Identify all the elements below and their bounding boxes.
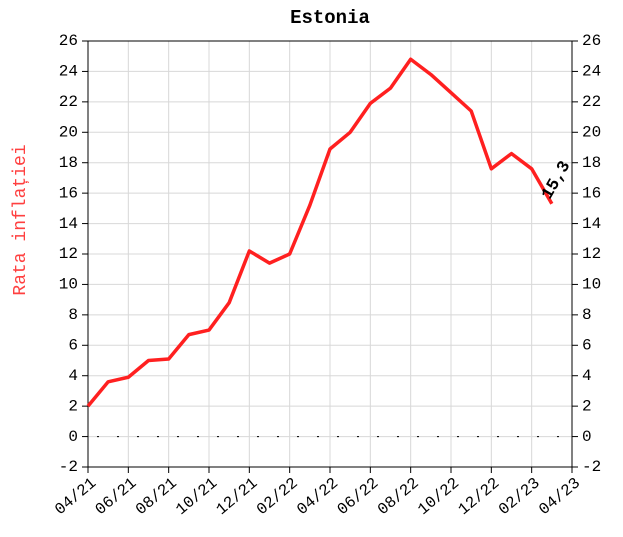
x-tick-label: 10/22 bbox=[415, 474, 463, 519]
x-tick-label: 08/21 bbox=[132, 474, 180, 519]
y2-tick-label: 24 bbox=[582, 63, 601, 81]
y-tick-label: 0 bbox=[68, 428, 78, 446]
x-tick-label: 04/23 bbox=[536, 474, 584, 519]
y2-tick-label: 4 bbox=[582, 367, 592, 385]
y2-tick-label: 16 bbox=[582, 184, 601, 202]
x-tick-label: 12/22 bbox=[455, 474, 503, 519]
y2-tick-label: 2 bbox=[582, 397, 592, 415]
y-tick-label: 20 bbox=[59, 124, 78, 142]
y-tick-label: 2 bbox=[68, 397, 78, 415]
y-tick-label: 10 bbox=[59, 276, 78, 294]
y-tick-label: 14 bbox=[59, 215, 78, 233]
y2-tick-label: 18 bbox=[582, 154, 601, 172]
y-tick-label: 8 bbox=[68, 306, 78, 324]
y-tick-label: 4 bbox=[68, 367, 78, 385]
y-tick-label: 12 bbox=[59, 245, 78, 263]
line bbox=[86, 57, 554, 408]
y-tick-label: 16 bbox=[59, 184, 78, 202]
y-tick-label: 6 bbox=[68, 337, 78, 355]
x-tick-label: 04/21 bbox=[52, 474, 100, 519]
y-axis-label: Rata inflației bbox=[11, 144, 31, 295]
y-tick-label: 18 bbox=[59, 154, 78, 172]
y2-tick-label: 26 bbox=[582, 32, 601, 50]
x-tick-label: 06/21 bbox=[92, 474, 140, 519]
plot-frame bbox=[87, 40, 573, 468]
y2-tick-label: 14 bbox=[582, 215, 601, 233]
y-tick-label: -2 bbox=[59, 458, 78, 476]
y-tick-label: 22 bbox=[59, 93, 78, 111]
x-tick-label: 06/22 bbox=[334, 474, 382, 519]
y-tick-label: 24 bbox=[59, 63, 78, 81]
y2-tick-label: 22 bbox=[582, 93, 601, 111]
y2-tick-label: 6 bbox=[582, 337, 592, 355]
chart-title: Estonia bbox=[290, 7, 370, 29]
x-tick-label: 12/21 bbox=[213, 474, 261, 519]
x-tick-label: 02/23 bbox=[495, 474, 543, 519]
y2-tick-label: 0 bbox=[582, 428, 592, 446]
y-tick-label: 26 bbox=[59, 32, 78, 50]
x-tick-label: 08/22 bbox=[374, 474, 422, 519]
y2-tick-label: 20 bbox=[582, 124, 601, 142]
y2-tick-label: 12 bbox=[582, 245, 601, 263]
x-tick-label: 10/21 bbox=[173, 474, 221, 519]
y2-tick-label: -2 bbox=[582, 458, 601, 476]
x-tick-label: 04/22 bbox=[294, 474, 342, 519]
x-tick-label: 02/22 bbox=[253, 474, 301, 519]
y2-tick-label: 8 bbox=[582, 306, 592, 324]
data-label: 15,3 bbox=[538, 158, 575, 203]
y2-tick-label: 10 bbox=[582, 276, 601, 294]
